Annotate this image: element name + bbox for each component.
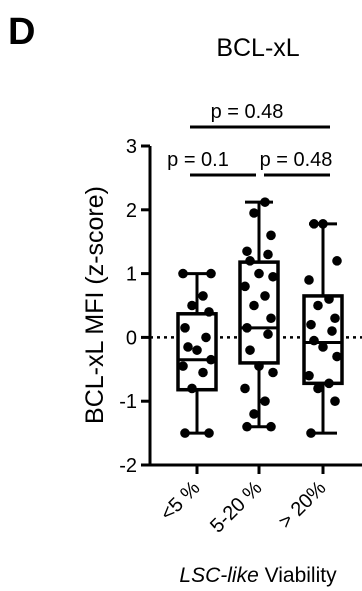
data-point bbox=[242, 246, 252, 257]
data-point bbox=[187, 300, 197, 311]
data-point bbox=[309, 335, 319, 346]
data-point bbox=[254, 268, 264, 279]
data-point bbox=[240, 281, 250, 292]
data-point bbox=[324, 378, 334, 389]
data-point bbox=[332, 256, 342, 266]
data-point bbox=[187, 383, 197, 394]
data-point bbox=[180, 323, 190, 333]
plot-area: -2 -1 0 1 2 3 <5 % 5-20 % > 20% p = 0.1 p = 0.48 p … bbox=[119, 101, 362, 537]
chart-title: BCL-xL bbox=[216, 34, 299, 62]
data-point bbox=[304, 275, 314, 285]
data-point bbox=[201, 332, 211, 343]
data-point bbox=[330, 396, 340, 407]
x-tick-label: > 20% bbox=[274, 477, 330, 533]
data-point bbox=[249, 300, 259, 311]
y-axis-label: BCL-xL MFI (z-score) bbox=[81, 186, 109, 424]
x-axis-label: LSC-like Viability bbox=[179, 564, 337, 587]
data-point bbox=[309, 219, 319, 229]
data-point bbox=[249, 409, 259, 419]
data-point bbox=[198, 367, 208, 378]
x-tick-label: <5 % bbox=[156, 477, 204, 525]
data-point bbox=[266, 313, 276, 324]
x-axis-label-italic: LSC-like bbox=[179, 564, 258, 587]
data-point bbox=[306, 319, 316, 330]
data-point bbox=[183, 342, 193, 352]
data-point bbox=[263, 249, 273, 260]
data-point bbox=[249, 208, 259, 218]
data-point bbox=[318, 342, 328, 352]
p-value-label: p = 0.48 bbox=[260, 149, 333, 171]
data-point bbox=[263, 329, 273, 340]
x-tick-label: 5-20 % bbox=[206, 477, 267, 538]
panel-label: D bbox=[8, 11, 35, 53]
data-point bbox=[178, 361, 188, 371]
data-point bbox=[304, 370, 314, 381]
data-point bbox=[245, 256, 255, 266]
data-point bbox=[242, 421, 252, 432]
y-tick-label: 0 bbox=[126, 327, 137, 349]
box-iqr bbox=[302, 294, 344, 386]
data-point bbox=[206, 354, 216, 365]
data-point bbox=[266, 421, 276, 432]
data-point bbox=[313, 300, 323, 311]
data-point bbox=[313, 383, 323, 394]
data-point bbox=[260, 396, 270, 407]
data-point bbox=[332, 351, 342, 362]
data-point bbox=[240, 383, 250, 394]
p-value-label: p = 0.1 bbox=[167, 149, 229, 171]
data-point bbox=[245, 345, 255, 355]
data-point bbox=[268, 367, 278, 378]
data-point bbox=[266, 230, 276, 241]
data-point bbox=[198, 291, 208, 301]
y-tick-label: 1 bbox=[126, 264, 137, 286]
data-point bbox=[268, 271, 278, 282]
y-tick-label: -2 bbox=[119, 455, 137, 477]
x-axis-label-rest: Viability bbox=[259, 564, 337, 587]
data-point bbox=[242, 323, 252, 333]
data-point bbox=[204, 307, 214, 317]
p-value-label: p = 0.48 bbox=[211, 101, 284, 123]
data-point bbox=[324, 294, 334, 304]
data-point bbox=[206, 268, 216, 279]
data-point bbox=[180, 428, 190, 438]
data-point bbox=[254, 361, 264, 371]
y-tick-label: -1 bbox=[119, 391, 137, 413]
data-point bbox=[204, 428, 214, 438]
data-point bbox=[327, 326, 337, 336]
y-tick-label: 2 bbox=[126, 200, 137, 222]
data-point bbox=[306, 428, 316, 438]
data-point bbox=[178, 268, 188, 279]
data-point bbox=[260, 291, 270, 301]
data-point bbox=[318, 219, 328, 229]
data-point bbox=[192, 345, 202, 355]
y-tick-label: 3 bbox=[126, 136, 137, 158]
data-point bbox=[330, 313, 340, 324]
data-point bbox=[260, 197, 270, 207]
